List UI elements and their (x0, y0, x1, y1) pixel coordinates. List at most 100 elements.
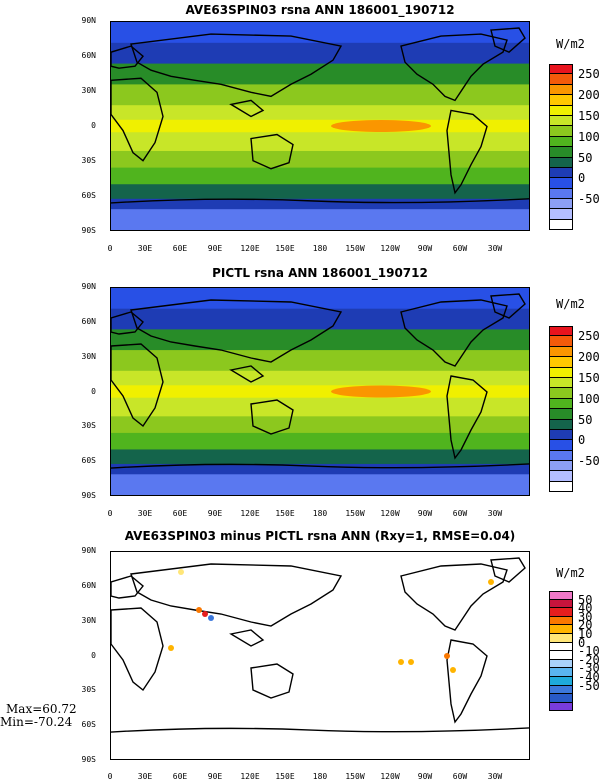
lat-tick-label: 60N (81, 580, 96, 590)
colorbar-label: 250 (578, 67, 600, 82)
contour-band (111, 329, 529, 351)
colorbar-swatch (549, 74, 573, 85)
colorbar-swatch (549, 388, 573, 399)
colorbar-swatch (549, 95, 573, 106)
colorbar-swatch (549, 64, 573, 75)
lon-tick-label: 120E (240, 509, 260, 518)
difference-spot (450, 667, 456, 673)
colorbar-label: -30 (578, 661, 600, 676)
difference-spot (168, 645, 174, 651)
colorbar-unit: W/m2 (556, 37, 585, 51)
lon-tick-label: 90W (417, 509, 433, 518)
contour-band (111, 397, 529, 417)
colorbar-swatch (549, 461, 573, 472)
lat-tick-label: 90N (81, 282, 96, 291)
lat-tick-label: 90N (81, 16, 96, 25)
lon-tick-label: 180 (312, 772, 328, 781)
colorbar-swatch (549, 608, 573, 617)
colorbar-label: 100 (578, 129, 600, 144)
contour-band (111, 84, 529, 106)
lon-tick-label: 60W (452, 244, 468, 253)
lon-tick-label: 60W (452, 509, 468, 518)
colorbar-swatch (549, 702, 573, 712)
lon-tick-label: 90W (417, 244, 433, 253)
contour-band (111, 463, 529, 475)
panel-title: AVE63SPIN03 minus PICTL rsna ANN (Rxy=1,… (124, 529, 516, 543)
lat-tick-label: 60N (81, 51, 96, 60)
lat-tick-label: 60S (81, 191, 96, 200)
colorbar-label: 50 (578, 592, 593, 607)
colorbar (549, 591, 573, 712)
lon-tick-label: 30E (137, 772, 153, 781)
contour-band (111, 184, 529, 200)
min-value: Min=-70.24 (0, 715, 73, 729)
difference-spot (488, 579, 494, 585)
colorbar-label: 30 (578, 609, 593, 624)
colorbar-swatch (549, 336, 573, 347)
lon-tick-label: 120E (240, 244, 260, 253)
lon-tick-label: 90E (207, 772, 223, 781)
colorbar-swatch (549, 326, 573, 337)
lon-tick-label: 0 (107, 772, 113, 781)
lon-tick-label: 30W (487, 509, 503, 518)
colorbar-label: 0 (578, 635, 586, 650)
lat-tick-label: 60N (81, 316, 96, 326)
colorbar-swatch (549, 157, 573, 168)
lon-tick-label: 0 (107, 244, 113, 253)
colorbar-swatch (549, 419, 573, 430)
colorbar-swatch (549, 219, 573, 231)
colorbar-swatch (549, 105, 573, 116)
colorbar-swatch (549, 651, 573, 660)
lat-tick-label: 60S (81, 720, 96, 730)
lat-tick-label: 60S (81, 456, 96, 466)
lon-tick-label: 90W (417, 772, 433, 781)
colorbar-label: 10 (578, 627, 593, 641)
colorbar-swatch (549, 167, 573, 179)
lon-tick-label: 30W (487, 772, 503, 781)
colorbar (549, 326, 573, 493)
lon-tick-label: 90E (207, 244, 223, 253)
contour-band (111, 42, 529, 65)
difference-spot (444, 653, 450, 659)
colorbar-unit: W/m2 (556, 566, 585, 580)
lat-tick-label: 30N (81, 86, 96, 95)
colorbar-swatch (549, 450, 573, 462)
colorbar-label: 150 (578, 109, 600, 123)
colorbar-swatch (549, 209, 573, 220)
contour-field (111, 22, 529, 230)
colorbar-swatch (549, 188, 573, 200)
colorbar-label: 250 (578, 329, 600, 344)
contour-band (111, 198, 529, 210)
colorbar-swatch (549, 591, 573, 600)
lon-tick-label: 60E (172, 244, 188, 253)
colorbar-label: -20 (578, 652, 600, 667)
contour-field (111, 557, 529, 733)
difference-spot (196, 607, 202, 613)
lat-tick-label: 90S (81, 491, 96, 500)
colorbar-swatch (549, 126, 573, 137)
colorbar-swatch (549, 199, 573, 210)
coastlines (111, 293, 529, 469)
lon-tick-label: 30E (137, 509, 153, 518)
panel-title: PICTL rsna ANN 186001_190712 (212, 266, 428, 280)
lon-tick-label: 180 (312, 509, 328, 518)
contour-band (111, 132, 529, 152)
lon-tick-label: 120W (380, 509, 400, 518)
lon-tick-label: 60W (452, 772, 468, 781)
colorbar-swatch (549, 685, 573, 695)
colorbar-label: 0 (578, 433, 586, 448)
colorbar-label: 50 (578, 412, 593, 427)
colorbar-swatch (549, 136, 573, 148)
colorbar-swatch (549, 642, 573, 652)
lon-tick-label: 60E (172, 772, 188, 781)
map-plot (110, 287, 530, 496)
lat-tick-label: 30S (81, 685, 96, 695)
map-plot (110, 551, 530, 760)
contour-band (111, 449, 529, 465)
colorbar-swatch (549, 481, 573, 493)
colorbar-swatch (549, 409, 573, 420)
lon-tick-label: 60E (172, 509, 188, 518)
contour-band (111, 167, 529, 185)
contour-band (111, 350, 529, 372)
lat-tick-label: 0 (91, 386, 96, 396)
